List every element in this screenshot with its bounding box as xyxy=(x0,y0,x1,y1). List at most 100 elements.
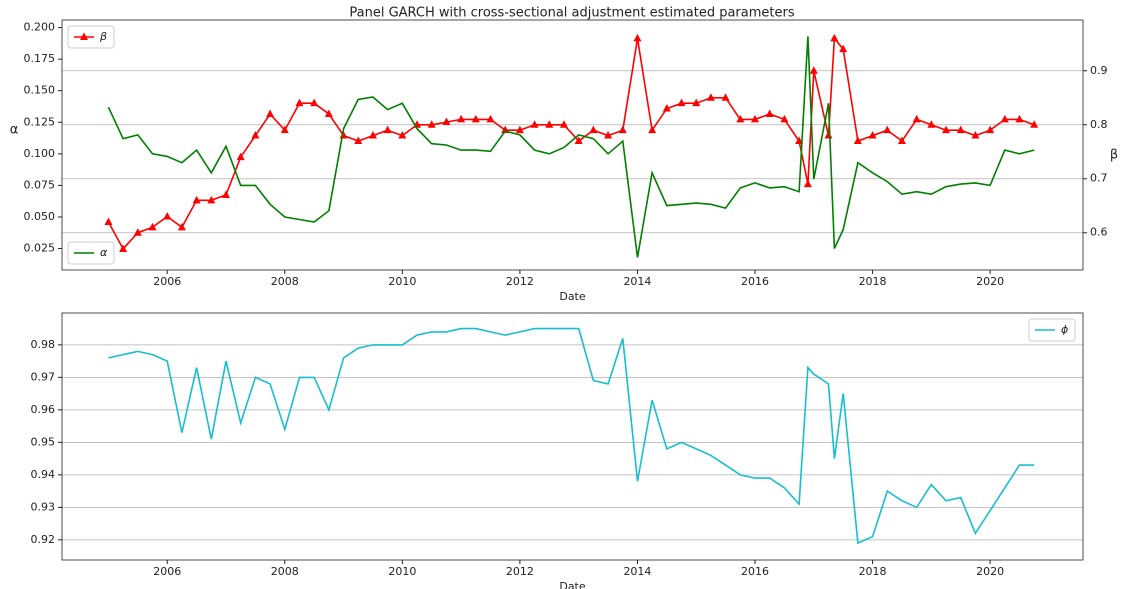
x-tick-label: 2006 xyxy=(153,565,181,578)
plot-frame xyxy=(61,312,1084,561)
y-tick-label: 0.92 xyxy=(31,533,56,546)
marker xyxy=(677,98,686,107)
marker xyxy=(148,222,157,231)
marker xyxy=(486,114,495,123)
marker xyxy=(604,131,613,139)
y2-tick-label: 0.8 xyxy=(1090,118,1108,131)
y-tick-label: 0.96 xyxy=(31,403,56,416)
marker xyxy=(133,228,142,236)
marker xyxy=(104,217,113,225)
marker xyxy=(648,125,657,134)
marker xyxy=(310,98,319,107)
marker xyxy=(618,125,627,134)
x-axis-label: Date xyxy=(559,580,586,589)
series-line xyxy=(107,36,1035,251)
marker xyxy=(942,125,951,134)
x-tick-label: 2010 xyxy=(388,275,416,288)
y-tick-label: 0.025 xyxy=(24,242,56,255)
marker xyxy=(897,136,906,144)
marker xyxy=(1000,114,1009,123)
y-tick-label: 0.125 xyxy=(24,115,56,128)
marker xyxy=(280,125,289,134)
x-tick-label: 2008 xyxy=(271,565,299,578)
x-tick-label: 2016 xyxy=(741,275,769,288)
marker xyxy=(633,33,642,42)
marker xyxy=(927,120,936,128)
marker xyxy=(251,131,260,139)
y2-axis-label: β xyxy=(1110,148,1118,163)
y-tick-label: 0.050 xyxy=(24,210,56,223)
y2-tick-label: 0.9 xyxy=(1090,64,1108,77)
x-tick-label: 2020 xyxy=(976,565,1004,578)
marker xyxy=(368,131,377,139)
marker xyxy=(530,120,539,128)
legend-label: β xyxy=(99,30,107,43)
y-tick-label: 0.93 xyxy=(31,500,56,513)
y-tick-label: 0.95 xyxy=(31,435,56,448)
legend-label: α xyxy=(100,246,108,259)
x-tick-label: 2018 xyxy=(859,275,887,288)
marker xyxy=(853,136,862,144)
marker xyxy=(457,114,466,123)
y-tick-label: 0.200 xyxy=(24,21,56,34)
marker xyxy=(207,195,216,204)
marker xyxy=(883,125,892,134)
marker xyxy=(736,114,745,123)
marker xyxy=(868,131,877,139)
marker xyxy=(780,114,789,123)
marker xyxy=(324,109,333,117)
marker xyxy=(354,136,363,144)
marker xyxy=(266,109,275,117)
marker xyxy=(177,222,186,231)
marker xyxy=(221,190,230,198)
legend-marker xyxy=(80,32,88,40)
series-line xyxy=(108,327,1035,545)
x-tick-label: 2014 xyxy=(623,565,651,578)
marker xyxy=(824,131,833,139)
marker xyxy=(515,125,524,134)
marker xyxy=(803,179,812,188)
y-tick-label: 0.100 xyxy=(24,147,56,160)
y2-tick-label: 0.7 xyxy=(1090,172,1108,185)
marker xyxy=(163,212,172,220)
marker xyxy=(1030,120,1039,128)
y-tick-label: 0.175 xyxy=(24,52,56,65)
marker xyxy=(398,131,407,139)
chart-title: Panel GARCH with cross-sectional adjustm… xyxy=(349,6,794,21)
y-axis-label: α xyxy=(10,123,19,138)
marker xyxy=(662,104,671,112)
marker xyxy=(692,98,701,107)
marker xyxy=(956,125,965,134)
x-axis-label: Date xyxy=(559,290,586,303)
marker xyxy=(545,120,554,128)
series-line xyxy=(107,36,1035,258)
x-tick-label: 2014 xyxy=(623,275,651,288)
marker xyxy=(986,125,995,134)
marker xyxy=(236,152,245,161)
y-tick-label: 0.075 xyxy=(24,178,56,191)
x-tick-label: 2010 xyxy=(388,565,416,578)
marker xyxy=(706,93,715,101)
marker xyxy=(721,93,730,101)
marker xyxy=(912,114,921,123)
marker xyxy=(383,125,392,134)
plot-frame xyxy=(61,19,1084,271)
legend-label: ϕ xyxy=(1061,323,1068,336)
y-tick-label: 0.150 xyxy=(24,84,56,97)
marker xyxy=(192,195,201,204)
marker xyxy=(971,131,980,139)
marker xyxy=(765,109,774,117)
x-tick-label: 2006 xyxy=(153,275,181,288)
marker xyxy=(574,136,583,144)
y-tick-label: 0.94 xyxy=(31,468,56,481)
y-tick-label: 0.98 xyxy=(31,338,56,351)
marker xyxy=(839,44,848,53)
marker xyxy=(442,117,451,126)
marker xyxy=(119,244,128,252)
marker xyxy=(589,125,598,134)
x-tick-label: 2016 xyxy=(741,565,769,578)
marker xyxy=(295,98,304,107)
x-tick-label: 2020 xyxy=(976,275,1004,288)
marker xyxy=(1015,114,1024,123)
